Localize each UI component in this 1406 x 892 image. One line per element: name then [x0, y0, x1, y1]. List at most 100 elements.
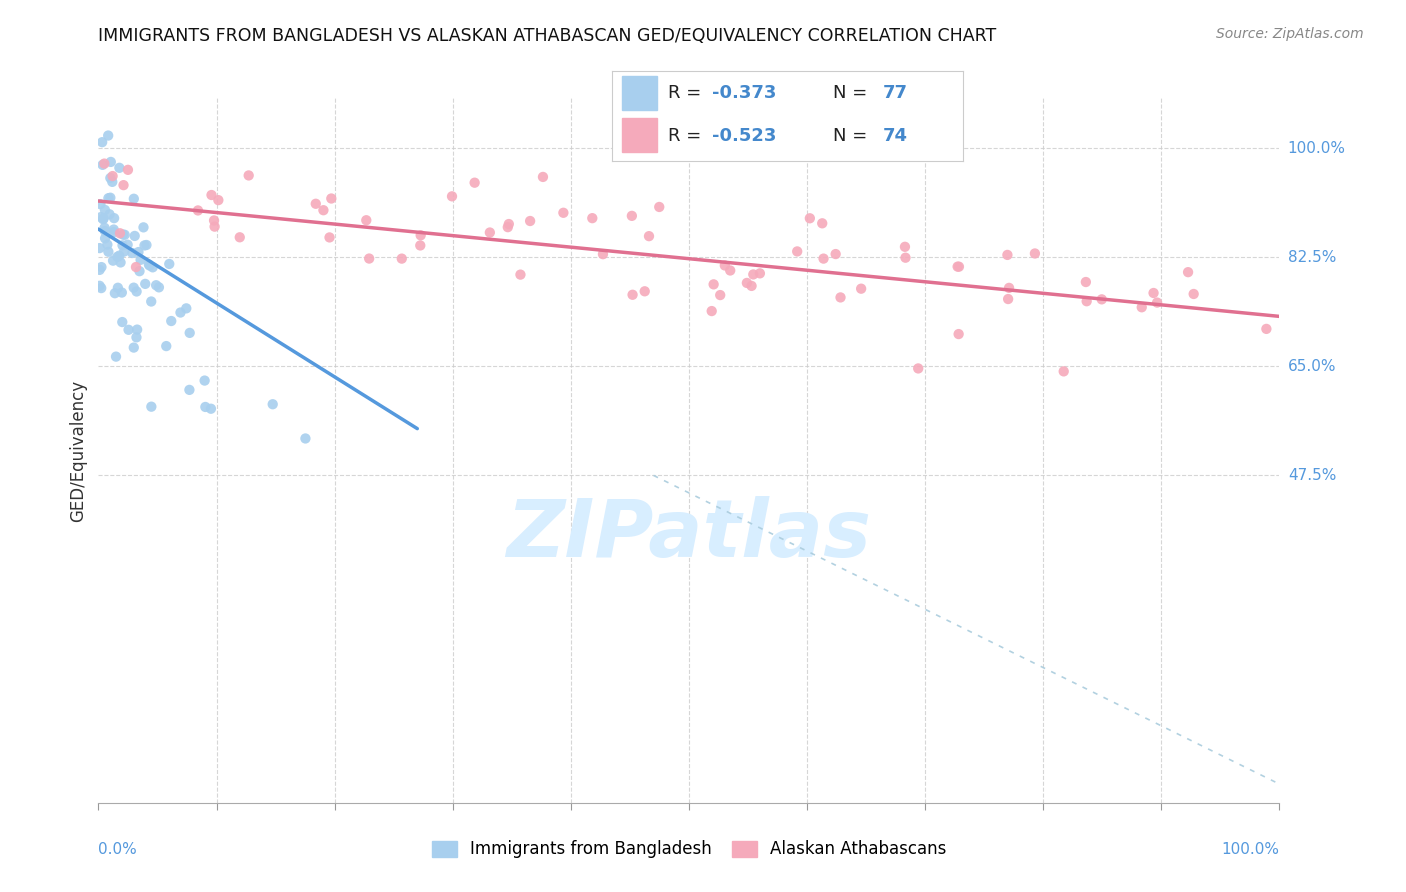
- Point: [103, 225, 125, 239]
- Point: [160, 314, 183, 328]
- Point: [786, 244, 808, 259]
- Point: [294, 432, 316, 446]
- Point: [89, 197, 111, 211]
- Point: [531, 169, 554, 184]
- Text: 82.5%: 82.5%: [1288, 250, 1336, 265]
- Point: [145, 278, 167, 293]
- Point: [464, 176, 486, 190]
- Point: [194, 374, 217, 388]
- Point: [830, 290, 852, 304]
- Point: [141, 400, 163, 414]
- Point: [718, 263, 741, 277]
- Point: [125, 285, 148, 299]
- Point: [634, 285, 657, 299]
- Text: ZIPatlas: ZIPatlas: [506, 496, 872, 574]
- Point: [111, 315, 134, 329]
- Y-axis label: GED/Equivalency: GED/Equivalency: [69, 379, 87, 522]
- Point: [101, 253, 124, 268]
- Point: [105, 250, 128, 264]
- Point: [97, 244, 120, 259]
- Point: [440, 189, 463, 203]
- Point: [1182, 287, 1205, 301]
- Point: [93, 156, 115, 170]
- Point: [200, 188, 222, 202]
- Point: [134, 238, 156, 252]
- Point: [741, 279, 763, 293]
- Text: 74: 74: [883, 127, 907, 145]
- Point: [110, 255, 132, 269]
- Point: [103, 211, 125, 226]
- Point: [148, 280, 170, 294]
- Point: [409, 228, 432, 243]
- Point: [98, 171, 121, 186]
- Point: [318, 230, 340, 244]
- Text: R =: R =: [668, 127, 707, 145]
- Point: [202, 213, 225, 227]
- Point: [138, 258, 160, 272]
- Point: [519, 214, 541, 228]
- Point: [98, 207, 121, 221]
- Point: [90, 281, 112, 295]
- Point: [94, 202, 117, 217]
- Point: [122, 280, 145, 294]
- Point: [93, 211, 115, 226]
- Point: [553, 206, 575, 220]
- Text: 47.5%: 47.5%: [1288, 468, 1336, 483]
- Point: [97, 128, 120, 143]
- Point: [103, 222, 125, 236]
- Point: [132, 220, 155, 235]
- Point: [117, 237, 139, 252]
- Point: [648, 200, 671, 214]
- Point: [138, 259, 160, 273]
- Point: [169, 305, 191, 319]
- Point: [142, 260, 165, 275]
- Point: [1256, 322, 1278, 336]
- Point: [122, 341, 145, 355]
- Point: [703, 277, 725, 292]
- Point: [229, 230, 252, 244]
- Bar: [621, 118, 657, 152]
- Point: [496, 220, 519, 235]
- Point: [155, 339, 177, 353]
- Point: [700, 304, 723, 318]
- Point: [948, 327, 970, 342]
- Point: [1177, 265, 1199, 279]
- Point: [135, 238, 157, 252]
- Point: [96, 237, 118, 252]
- Text: 100.0%: 100.0%: [1288, 141, 1346, 155]
- Point: [127, 323, 149, 337]
- Point: [824, 247, 846, 261]
- Point: [907, 361, 929, 376]
- Point: [1074, 275, 1097, 289]
- Point: [107, 281, 129, 295]
- Text: 0.0%: 0.0%: [98, 842, 138, 856]
- Point: [735, 276, 758, 290]
- Bar: [621, 76, 657, 110]
- Point: [1146, 295, 1168, 310]
- Point: [1076, 294, 1098, 309]
- Point: [112, 244, 135, 259]
- Point: [948, 260, 970, 274]
- Point: [117, 162, 139, 177]
- Point: [91, 135, 114, 149]
- Point: [799, 211, 821, 226]
- Point: [238, 169, 260, 183]
- Point: [194, 400, 217, 414]
- Point: [94, 231, 117, 245]
- Point: [748, 266, 770, 280]
- Point: [90, 260, 112, 274]
- Point: [509, 268, 531, 282]
- Text: 77: 77: [883, 84, 907, 102]
- Point: [111, 285, 134, 300]
- Point: [262, 397, 284, 411]
- Point: [742, 268, 765, 282]
- Point: [89, 263, 111, 277]
- Point: [1142, 285, 1164, 300]
- Point: [179, 383, 201, 397]
- Point: [90, 210, 112, 224]
- Text: R =: R =: [668, 84, 707, 102]
- Point: [1053, 364, 1076, 378]
- Text: -0.523: -0.523: [711, 127, 776, 145]
- Legend: Immigrants from Bangladesh, Alaskan Athabascans: Immigrants from Bangladesh, Alaskan Atha…: [425, 834, 953, 865]
- Point: [998, 281, 1021, 295]
